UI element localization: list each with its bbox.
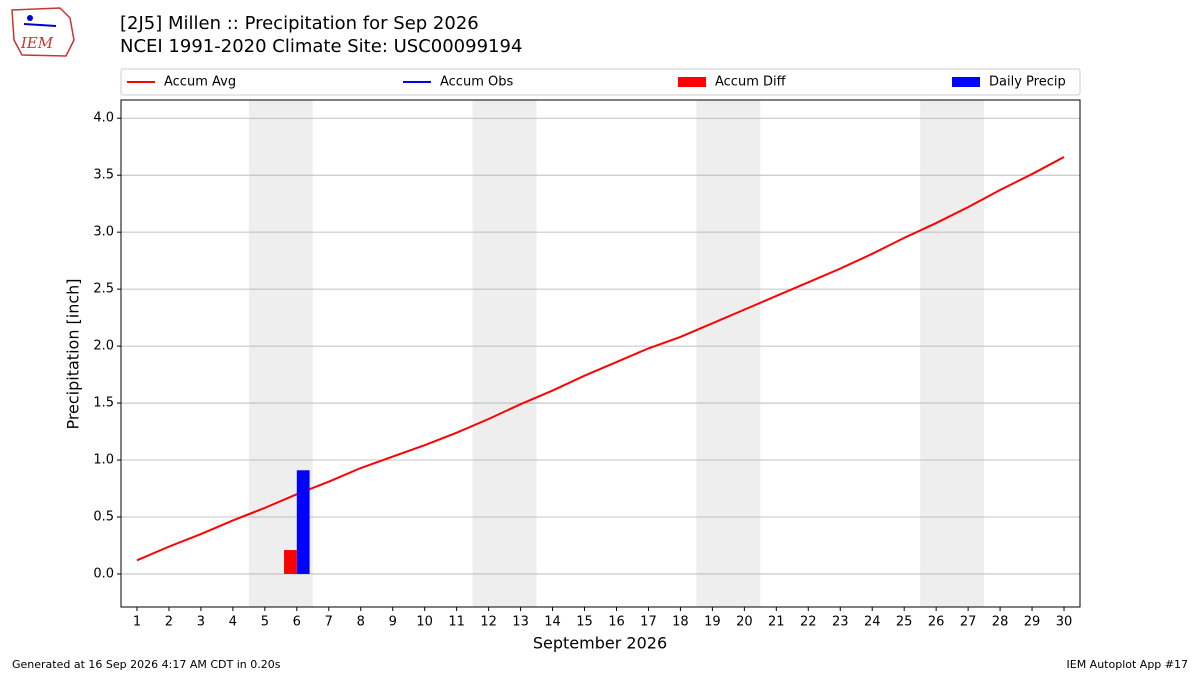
x-tick-label: 9 xyxy=(389,615,397,630)
bar xyxy=(296,470,310,574)
x-tick-label: 14 xyxy=(544,615,561,630)
x-tick-label: 20 xyxy=(736,615,753,630)
legend-label: Accum Avg xyxy=(164,75,236,90)
y-tick-label: 2.5 xyxy=(93,282,114,297)
y-tick-label: 0.0 xyxy=(93,566,114,581)
logo: IEM xyxy=(11,7,75,57)
x-tick-label: 4 xyxy=(229,615,237,630)
x-tick-label: 24 xyxy=(864,615,881,630)
y-tick-label: 4.0 xyxy=(93,111,114,126)
x-tick-label: 13 xyxy=(512,615,529,630)
x-tick-label: 29 xyxy=(1024,615,1041,630)
plot-frame xyxy=(120,99,1081,608)
y-axis-label: Precipitation [inch] xyxy=(64,278,83,429)
x-axis-label: September 2026 xyxy=(533,634,667,653)
x-tick-label: 18 xyxy=(672,615,689,630)
x-tick-label: 8 xyxy=(357,615,365,630)
x-tick-label: 26 xyxy=(928,615,945,630)
x-tick-label: 1 xyxy=(133,615,141,630)
footer-left: Generated at 16 Sep 2026 4:17 AM CDT in … xyxy=(12,658,281,671)
chart-subtitle: NCEI 1991-2020 Climate Site: USC00099194 xyxy=(120,36,522,57)
legend-swatch xyxy=(952,77,980,87)
x-tick-label: 2 xyxy=(165,615,173,630)
legend-label: Daily Precip xyxy=(989,75,1066,90)
x-tick-label: 11 xyxy=(448,615,465,630)
x-tick-label: 10 xyxy=(416,615,433,630)
x-tick-label: 19 xyxy=(704,615,721,630)
x-tick-label: 22 xyxy=(800,615,817,630)
x-tick-label: 3 xyxy=(197,615,205,630)
weekend-shade xyxy=(920,100,985,607)
x-tick-label: 7 xyxy=(325,615,333,630)
x-tick-label: 12 xyxy=(480,615,497,630)
logo-text: IEM xyxy=(20,34,54,52)
x-tick-label: 27 xyxy=(960,615,977,630)
x-tick-label: 17 xyxy=(640,615,657,630)
bar xyxy=(284,550,297,574)
x-tick-label: 16 xyxy=(608,615,625,630)
legend-label: Accum Diff xyxy=(715,75,787,90)
x-tick-label: 5 xyxy=(261,615,269,630)
legend-swatch xyxy=(678,77,706,87)
x-tick-label: 25 xyxy=(896,615,913,630)
chart-title: [2J5] Millen :: Precipitation for Sep 20… xyxy=(120,13,479,34)
weekend-shade xyxy=(696,100,761,607)
x-tick-label: 21 xyxy=(768,615,785,630)
weekend-shade xyxy=(472,100,537,607)
x-tick-label: 6 xyxy=(293,615,301,630)
y-tick-label: 1.0 xyxy=(93,453,114,468)
y-tick-label: 0.5 xyxy=(93,509,114,524)
x-tick-label: 30 xyxy=(1056,615,1073,630)
y-tick-label: 3.5 xyxy=(93,168,114,183)
footer-right: IEM Autoplot App #17 xyxy=(1067,658,1189,671)
y-tick-label: 3.0 xyxy=(93,225,114,240)
y-tick-label: 1.5 xyxy=(93,396,114,411)
x-tick-label: 23 xyxy=(832,615,849,630)
x-tick-label: 15 xyxy=(576,615,593,630)
line-series xyxy=(136,156,1065,562)
y-tick-label: 2.0 xyxy=(93,339,114,354)
legend-box xyxy=(120,68,1081,96)
legend-label: Accum Obs xyxy=(440,75,513,90)
x-tick-label: 28 xyxy=(992,615,1009,630)
